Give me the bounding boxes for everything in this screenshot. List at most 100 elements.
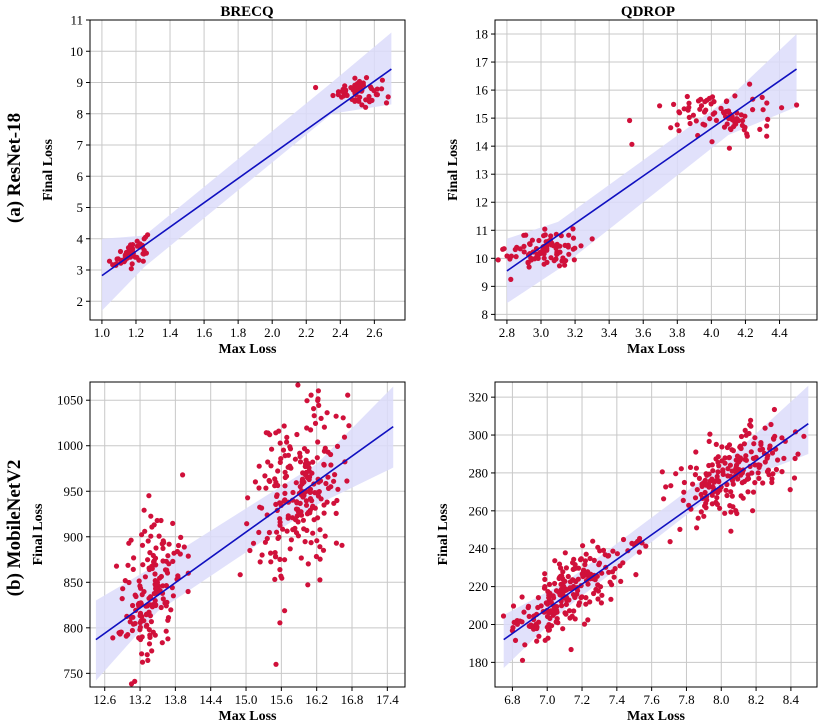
data-point (748, 417, 754, 423)
data-point (775, 457, 781, 463)
y-tick-label: 8 (77, 106, 84, 121)
data-point (726, 145, 733, 151)
data-point (702, 99, 708, 105)
data-point (294, 513, 300, 519)
data-point (549, 623, 555, 629)
data-point (282, 453, 288, 459)
data-point (697, 106, 703, 112)
data-point (728, 528, 734, 534)
data-point (281, 498, 287, 504)
data-point (363, 104, 369, 110)
y-tick-label: 9 (77, 75, 84, 90)
confidence-band (506, 34, 797, 304)
data-point (313, 553, 319, 560)
data-point (750, 489, 757, 495)
data-point (729, 493, 735, 499)
data-point (536, 633, 542, 639)
data-point (237, 572, 243, 578)
data-point (344, 478, 350, 484)
data-point (359, 102, 365, 108)
data-point (331, 478, 337, 484)
data-point (146, 641, 153, 647)
data-point (284, 439, 290, 445)
data-point (743, 453, 749, 459)
data-point (250, 540, 257, 546)
data-point (559, 573, 565, 579)
data-point (554, 249, 560, 255)
data-point (117, 248, 124, 255)
data-point (558, 565, 564, 571)
data-point (703, 505, 709, 511)
data-point (273, 661, 279, 667)
data-point (668, 125, 674, 131)
data-point (690, 112, 697, 118)
data-point (741, 441, 748, 447)
data-point (526, 623, 532, 629)
data-point (756, 475, 762, 481)
data-point (707, 478, 713, 484)
data-point (279, 575, 285, 581)
data-point (385, 94, 391, 100)
data-point (352, 75, 358, 81)
data-point (311, 406, 317, 412)
data-point (245, 495, 251, 501)
data-point (274, 529, 280, 535)
data-point (127, 619, 133, 625)
data-point (113, 563, 120, 569)
data-point (500, 613, 507, 619)
data-point (581, 567, 587, 573)
data-point (582, 562, 588, 568)
data-point (163, 628, 169, 634)
data-point (140, 258, 146, 264)
data-point (724, 492, 730, 499)
y-tick-label: 10 (475, 251, 488, 266)
data-point (259, 505, 265, 511)
data-point (541, 261, 547, 267)
data-point (549, 240, 555, 246)
data-point (591, 590, 597, 597)
data-point (117, 629, 123, 636)
data-point (750, 107, 756, 113)
data-point (618, 578, 624, 585)
data-point (277, 500, 283, 506)
data-point (720, 109, 727, 115)
data-point (595, 596, 601, 602)
data-point (575, 576, 581, 582)
data-point (302, 539, 308, 545)
x-tick-label: 2.8 (499, 325, 515, 340)
data-point (277, 556, 283, 563)
data-point (719, 458, 725, 464)
data-point (538, 603, 544, 609)
data-point (519, 594, 525, 600)
data-point (703, 482, 709, 488)
data-point (534, 638, 540, 644)
data-point (571, 257, 577, 263)
data-point (581, 621, 588, 627)
data-point (526, 264, 532, 270)
data-point (328, 484, 334, 490)
y-tick-label: 200 (469, 617, 489, 632)
data-point (321, 510, 327, 516)
data-point (760, 480, 766, 486)
x-tick-label: 16.2 (305, 692, 328, 707)
data-point (765, 116, 771, 122)
data-point (123, 633, 129, 639)
data-point (512, 246, 518, 253)
data-point (306, 476, 312, 483)
data-point (680, 497, 686, 503)
data-point (282, 557, 288, 563)
data-point (576, 600, 583, 606)
data-point (252, 479, 258, 485)
row-label-resnet18: (a) ResNet-18 (4, 113, 25, 223)
data-point (152, 571, 158, 577)
data-point (312, 420, 319, 426)
data-point (510, 625, 516, 631)
x-tick-label: 6.8 (504, 692, 520, 707)
data-point (160, 540, 166, 546)
data-point (563, 565, 570, 571)
data-point (552, 580, 558, 587)
data-point (367, 99, 373, 105)
data-point (585, 581, 591, 587)
data-point (160, 583, 166, 589)
data-point (707, 116, 713, 122)
